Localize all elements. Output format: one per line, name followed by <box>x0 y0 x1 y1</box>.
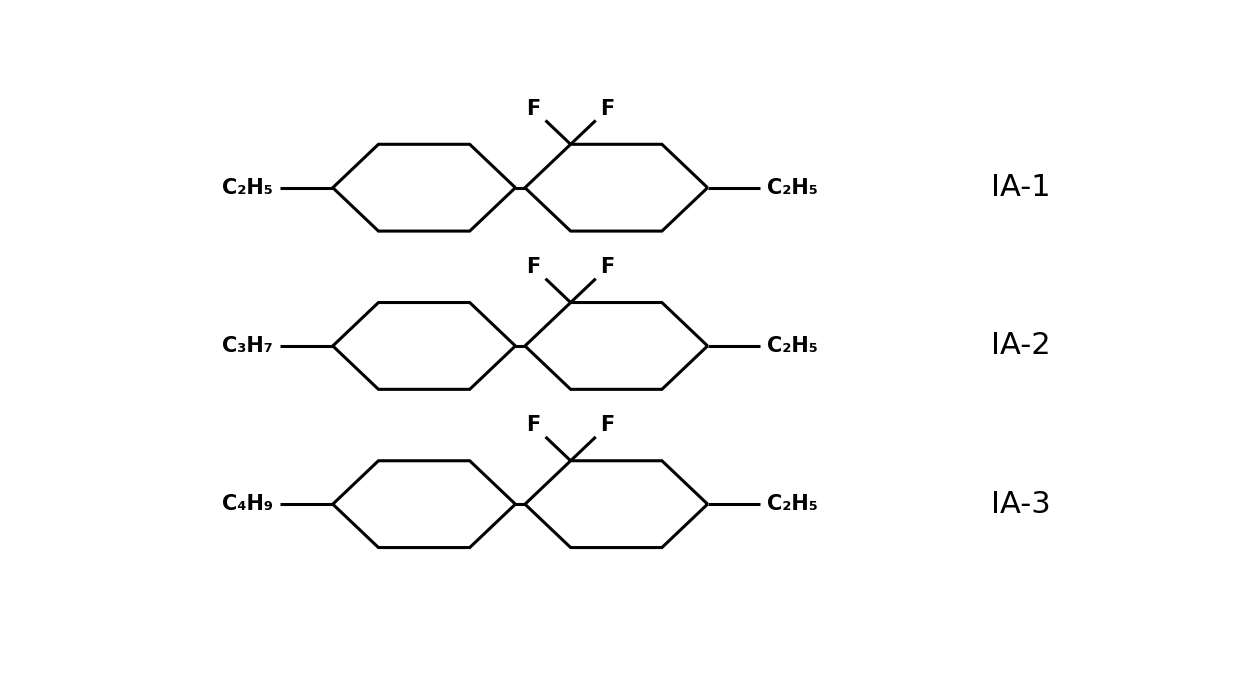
Text: C₃H₇: C₃H₇ <box>222 336 273 356</box>
Text: F: F <box>527 99 541 119</box>
Text: F: F <box>527 415 541 435</box>
Text: IA-3: IA-3 <box>991 490 1050 519</box>
Text: F: F <box>600 257 615 277</box>
Text: C₄H₉: C₄H₉ <box>222 494 273 514</box>
Text: F: F <box>527 257 541 277</box>
Text: F: F <box>600 99 615 119</box>
Text: C₂H₅: C₂H₅ <box>768 494 818 514</box>
Text: IA-2: IA-2 <box>991 332 1050 360</box>
Text: F: F <box>600 415 615 435</box>
Text: C₂H₅: C₂H₅ <box>222 177 273 198</box>
Text: IA-1: IA-1 <box>991 173 1050 202</box>
Text: C₂H₅: C₂H₅ <box>768 336 818 356</box>
Text: C₂H₅: C₂H₅ <box>768 177 818 198</box>
